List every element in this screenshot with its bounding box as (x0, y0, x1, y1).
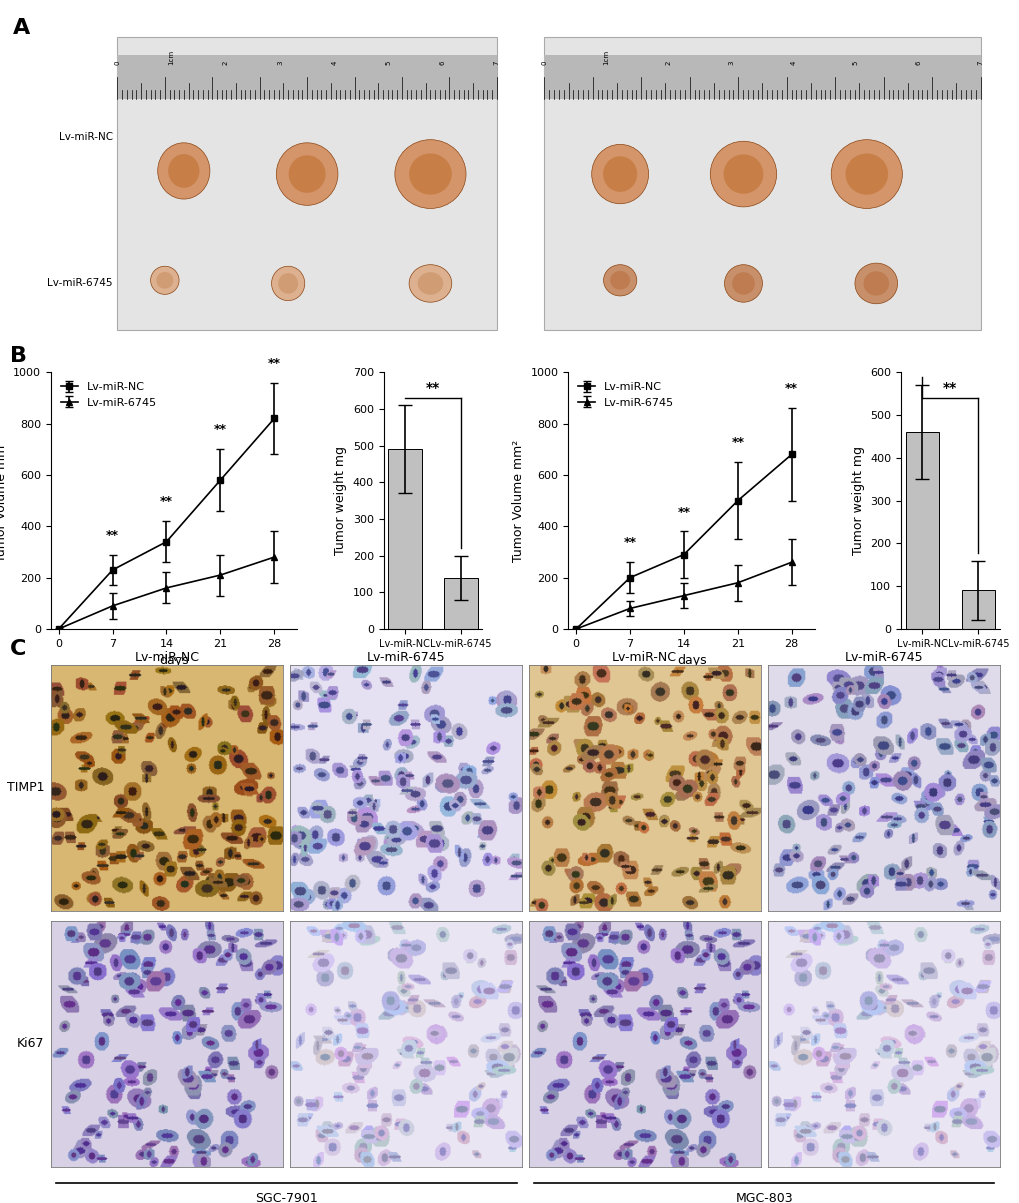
Title: Lv-miR-NC: Lv-miR-NC (611, 651, 677, 664)
Text: MGC-803: MGC-803 (735, 1192, 792, 1203)
Ellipse shape (609, 271, 630, 290)
Text: 3: 3 (277, 60, 282, 65)
FancyBboxPatch shape (544, 36, 979, 331)
X-axis label: days: days (677, 654, 706, 668)
Text: 2: 2 (222, 60, 228, 65)
Text: 5: 5 (852, 60, 858, 65)
Ellipse shape (602, 156, 637, 191)
Ellipse shape (288, 155, 325, 192)
Ellipse shape (845, 154, 888, 195)
Text: 6: 6 (914, 60, 920, 65)
Text: 3: 3 (728, 60, 734, 65)
Legend: Lv-miR-NC, Lv-miR-6745: Lv-miR-NC, Lv-miR-6745 (574, 378, 678, 413)
Bar (905, 432, 938, 629)
Text: 1cm: 1cm (168, 49, 174, 65)
Y-axis label: Tumor Volume mm²: Tumor Volume mm² (0, 439, 8, 562)
Text: **: ** (785, 383, 798, 396)
Ellipse shape (394, 140, 466, 208)
Text: Lv-miR-6745: Lv-miR-6745 (47, 278, 112, 289)
Text: **: ** (623, 537, 636, 550)
Ellipse shape (409, 265, 451, 302)
Title: Lv-miR-6745: Lv-miR-6745 (844, 651, 922, 664)
Bar (387, 449, 421, 629)
Ellipse shape (271, 266, 305, 301)
Text: C: C (10, 639, 26, 659)
Ellipse shape (854, 263, 897, 303)
Y-axis label: Tumor weight mg: Tumor weight mg (334, 446, 346, 555)
Text: 1cm: 1cm (603, 49, 609, 65)
Text: SGC-7901: SGC-7901 (255, 1192, 318, 1203)
Text: 4: 4 (790, 60, 796, 65)
Ellipse shape (417, 272, 443, 295)
Ellipse shape (591, 144, 648, 203)
Text: Lv-miR-NC: Lv-miR-NC (58, 131, 112, 142)
Y-axis label: Tumor weight mg: Tumor weight mg (851, 446, 864, 555)
Text: 5: 5 (385, 60, 391, 65)
Y-axis label: Ki67: Ki67 (16, 1037, 44, 1050)
X-axis label: days: days (159, 654, 189, 668)
Ellipse shape (151, 266, 179, 295)
Ellipse shape (603, 265, 636, 296)
Ellipse shape (276, 143, 337, 206)
Text: 7: 7 (976, 60, 982, 65)
Text: **: ** (106, 528, 119, 541)
Text: **: ** (425, 381, 439, 396)
Ellipse shape (830, 140, 902, 208)
Text: **: ** (160, 496, 173, 509)
Text: **: ** (268, 357, 280, 369)
Ellipse shape (156, 272, 173, 289)
Ellipse shape (722, 154, 762, 194)
FancyBboxPatch shape (117, 36, 496, 331)
Text: B: B (10, 346, 28, 366)
Legend: Lv-miR-NC, Lv-miR-6745: Lv-miR-NC, Lv-miR-6745 (56, 378, 161, 413)
Text: **: ** (943, 381, 957, 396)
Text: 0: 0 (541, 60, 547, 65)
Text: A: A (13, 18, 31, 37)
Ellipse shape (409, 154, 451, 195)
Text: **: ** (214, 423, 226, 437)
Text: 7: 7 (493, 60, 499, 65)
Bar (443, 577, 477, 629)
Ellipse shape (732, 272, 754, 295)
Text: 4: 4 (331, 60, 337, 65)
Ellipse shape (863, 271, 889, 296)
Ellipse shape (278, 273, 298, 294)
Text: 0: 0 (114, 60, 120, 65)
Text: 2: 2 (665, 60, 672, 65)
Ellipse shape (723, 265, 762, 302)
Title: Lv-miR-6745: Lv-miR-6745 (366, 651, 444, 664)
Title: Lv-miR-NC: Lv-miR-NC (135, 651, 200, 664)
Ellipse shape (709, 141, 775, 207)
Ellipse shape (158, 143, 210, 198)
Y-axis label: TIMP1: TIMP1 (6, 781, 44, 794)
Text: 6: 6 (439, 60, 445, 65)
Y-axis label: Tumor Volume mm²: Tumor Volume mm² (512, 439, 525, 562)
Text: **: ** (731, 437, 744, 449)
Text: **: ** (677, 505, 690, 518)
Ellipse shape (168, 154, 200, 188)
Bar (961, 591, 995, 629)
